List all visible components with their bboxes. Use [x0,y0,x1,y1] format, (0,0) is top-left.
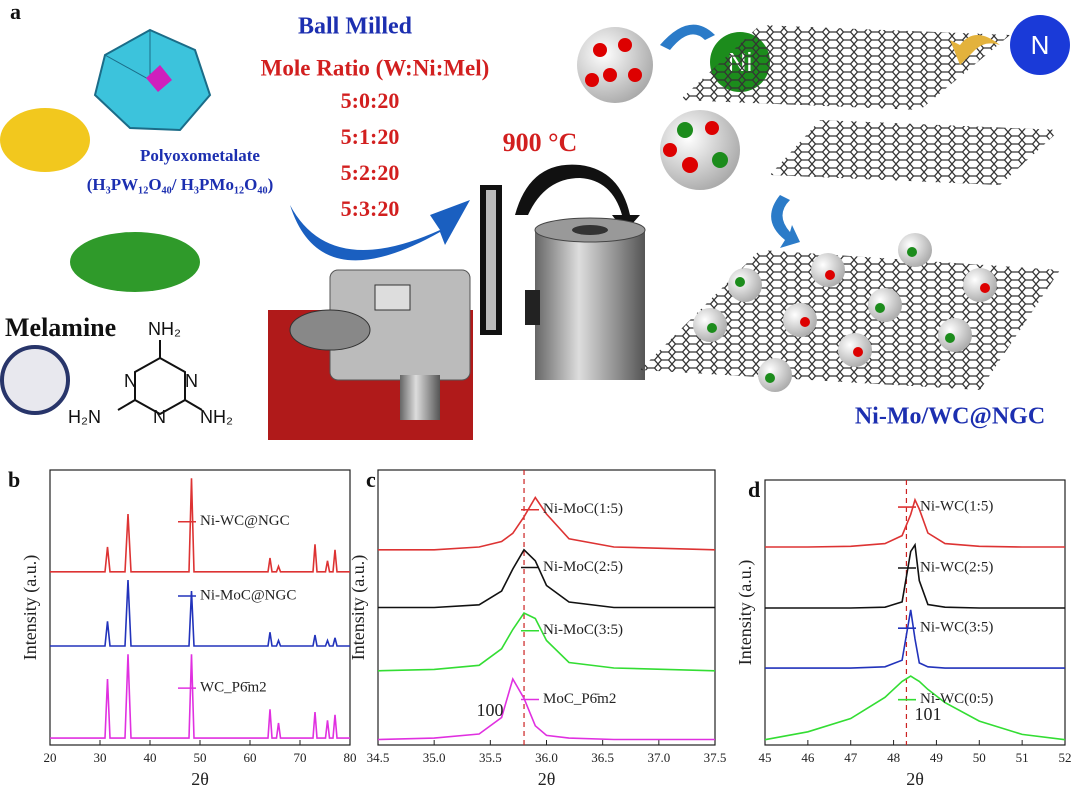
x-axis-label: 2θ [538,769,556,789]
label: Ni-Mo/WC@NGC [855,404,1045,430]
panel-label: b [8,467,20,492]
tube-inner [486,190,496,330]
x-tick-label: 35.0 [423,750,446,765]
legend-label: WC_P6̄m2 [200,680,267,696]
x-axis-label: 2θ [906,769,924,789]
x-tick-label: 70 [294,750,307,765]
cluster [660,110,740,190]
atom: N [124,371,137,391]
x-tick-label: 48 [887,750,900,765]
legend-label: Ni-MoC(2:5) [543,559,623,575]
x-tick-label: 20 [44,750,57,765]
x-tick-label: 36.5 [591,750,614,765]
pattern-line [377,611,716,672]
polyoxometalate-structure [93,28,212,132]
x-tick-label: 80 [344,750,357,765]
legend-label: Ni-WC(1:5) [920,498,993,514]
annotation: 100 [477,700,504,720]
x-tick-label: 45 [759,750,772,765]
n-sphere [1010,15,1070,75]
x-tick-label: 36.0 [535,750,558,765]
ratio: 5:3:20 [341,196,400,221]
atom: N [185,371,198,391]
pattern-line [765,542,1065,609]
label: Ball Milled [298,14,413,40]
pattern-line [764,675,1066,741]
pattern-line [765,497,1065,548]
legend-label: Ni-MoC@NGC [200,587,296,603]
ball-mill-bowl [289,309,371,351]
pattern-line [50,579,350,647]
x-tick-label: 50 [194,750,207,765]
furnace-handle [525,290,540,325]
x-tick-label: 37.5 [704,750,727,765]
x-tick-label: 46 [801,750,815,765]
supported-clusters [693,233,997,392]
x-tick-label: 30 [94,750,107,765]
powder-yellow [0,108,90,172]
x-tick-label: 60 [244,750,257,765]
annotation: 101 [915,704,942,724]
label: 900 °C [503,128,578,157]
legend-label: Ni-WC@NGC [200,513,290,529]
atom: N [153,407,166,427]
arrow [660,24,715,50]
label: N [1031,30,1050,60]
arrow [771,195,800,248]
legend-label: MoC_P6̄m2 [543,691,616,707]
x-tick-label: 35.5 [479,750,502,765]
graphene-sheet [680,25,1010,110]
label: Mole Ratio (W:Ni:Mel) [261,55,490,80]
melamine-structure: NH₂ N N N H₂N NH₂ [68,319,233,427]
y-axis-label: Intensity (a.u.) [735,560,756,665]
legend-label: Ni-WC(3:5) [920,620,993,636]
arrow [950,35,1000,65]
furnace [535,230,645,380]
y-axis-label: Intensity (a.u.) [20,555,41,660]
x-tick-label: 37.0 [647,750,670,765]
x-axis-label: 2θ [191,769,209,789]
jar [400,375,440,420]
x-tick-label: 50 [973,750,986,765]
x-tick-label: 34.5 [367,750,390,765]
ratio: 5:2:20 [341,160,400,185]
label: Melamine [5,313,116,342]
ball-mill-screen [374,284,411,311]
pattern-line [377,676,715,741]
legend-label: Ni-MoC(1:5) [543,501,623,517]
x-tick-label: 49 [930,750,943,765]
atom: NH₂ [148,319,181,339]
x-tick-label: 47 [844,750,858,765]
plot-frame [49,469,351,746]
plot-frame [764,479,1066,746]
cluster [577,27,653,103]
ratio: 5:0:20 [341,88,400,113]
n-doped-sheet [770,120,1060,185]
powder-green [70,232,200,292]
atom: NH₂ [200,407,233,427]
arrow [515,164,640,232]
label: (H₃PW₁₂O₄₀/ H₃PMo₁₂O₄₀) [87,175,273,194]
pattern-line [378,548,715,609]
panel-label: a [10,0,21,24]
x-tick-label: 40 [144,750,157,765]
x-tick-label: 52 [1059,750,1072,765]
pattern-line [50,478,350,573]
atom: H₂N [68,407,101,427]
powder-white [0,345,70,415]
label: Polyoxometalate [140,146,260,165]
pattern-line [378,496,716,551]
pattern-line [765,609,1065,669]
x-tick-label: 51 [1016,750,1029,765]
pattern-line [50,654,350,739]
panel-label: c [366,467,376,492]
legend-label: Ni-WC(2:5) [920,559,993,575]
ratio: 5:1:20 [341,124,400,149]
legend-label: Ni-WC(0:5) [920,691,993,707]
y-axis-label: Intensity (a.u.) [348,555,369,660]
furnace-hole [572,225,608,235]
panel-label: d [748,477,760,502]
legend-label: Ni-MoC(3:5) [543,622,623,638]
